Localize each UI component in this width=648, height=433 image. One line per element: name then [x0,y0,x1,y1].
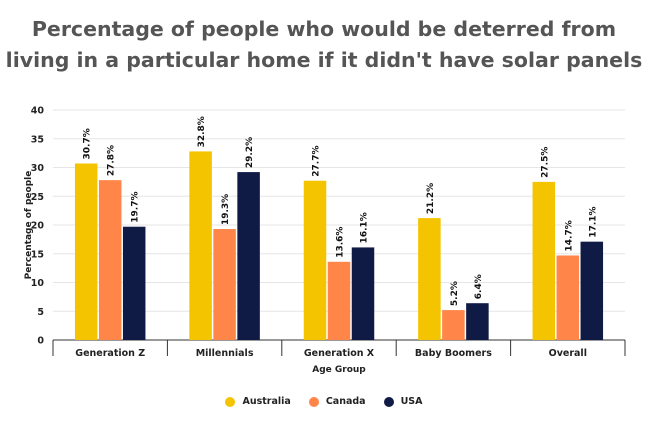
bar [466,303,489,340]
bar [580,241,604,340]
y-axis-title: Percentage of people [24,171,34,280]
bar [532,181,556,340]
bar [213,229,236,340]
legend-label-australia: Australia [242,396,291,407]
legend-item-usa: USA [383,396,423,407]
bar [303,180,327,340]
y-tick-label: 25 [31,192,44,203]
bar [418,218,441,340]
y-tick-label: 40 [31,106,45,117]
x-axis-title: Age Group [312,365,366,375]
data-label: 27.7% [312,145,322,176]
chart-title-line-1: Percentage of people who would be deterr… [31,17,617,41]
legend: Australia Canada USA [0,396,648,407]
x-tick-label: Generation Z [75,348,145,359]
bar [74,163,98,340]
data-label: 16.1% [360,212,370,243]
data-label: 14.7% [564,220,574,251]
x-tick-label: Millennials [196,348,254,359]
bar [327,261,351,340]
y-tick-label: 15 [31,249,44,260]
y-tick-label: 5 [37,307,44,318]
y-tick-label: 20 [31,221,45,232]
bar [442,310,465,340]
data-label: 29.2% [245,137,255,168]
bar [122,226,146,340]
legend-item-australia: Australia [225,396,291,407]
bar [237,172,260,340]
data-label: 19.7% [131,191,141,222]
data-label: 6.4% [474,274,484,299]
data-label: 19.3% [221,194,231,225]
data-label: 17.1% [588,206,598,237]
y-tick-label: 35 [31,134,44,145]
data-label: 21.2% [426,183,436,214]
y-tick-label: 10 [31,278,45,289]
bar [98,180,122,340]
x-tick-label: Generation X [304,348,375,359]
x-tick-label: Overall [549,348,587,359]
legend-item-canada: Canada [308,396,366,407]
chart-title-line-2: living in a particular home if it didn't… [5,48,643,72]
legend-label-usa: USA [400,396,423,407]
legend-swatch-canada [308,396,319,407]
data-label: 5.2% [450,281,460,306]
bar [189,151,212,340]
data-label: 13.6% [336,227,346,258]
data-label: 30.7% [83,128,93,159]
chart-title: Percentage of people who would be deterr… [0,14,648,76]
legend-swatch-australia [225,396,236,407]
bar [556,255,580,340]
bar [351,247,375,340]
data-label: 32.8% [197,116,207,147]
y-tick-label: 0 [37,336,44,347]
data-label: 27.8% [107,145,117,176]
x-tick-label: Baby Boomers [415,348,492,359]
data-label: 27.5% [540,147,550,178]
y-tick-label: 30 [31,163,45,174]
legend-label-canada: Canada [325,396,366,407]
legend-swatch-usa [383,396,394,407]
